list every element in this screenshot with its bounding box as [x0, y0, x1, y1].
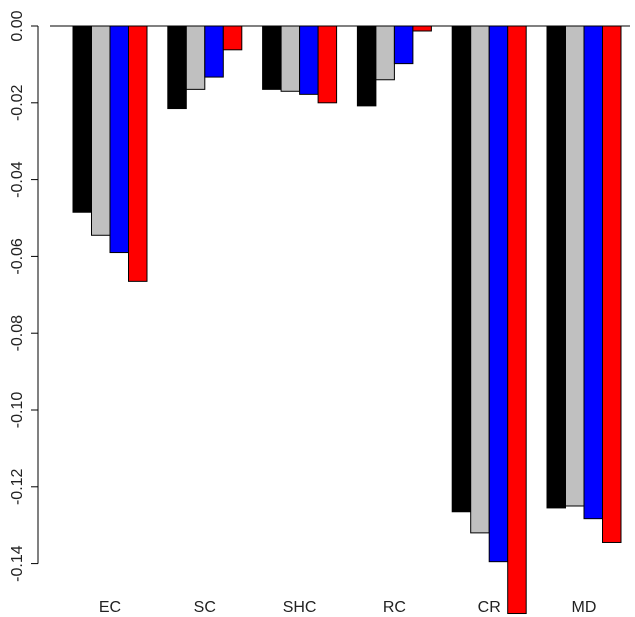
bar-ec-3 — [109, 25, 129, 254]
bar-md-1 — [546, 25, 566, 509]
y-tick-label: -0.14 — [9, 545, 26, 582]
y-tick-label: -0.08 — [9, 315, 26, 352]
y-tick-label: -0.12 — [9, 468, 26, 505]
y-tick-label: -0.10 — [9, 392, 26, 429]
bars — [72, 25, 622, 615]
category-label-ec: EC — [99, 599, 121, 616]
bar-shc-1 — [262, 25, 282, 90]
bar-cr-4 — [507, 25, 527, 615]
category-label-rc: RC — [383, 599, 406, 616]
bar-sc-3 — [204, 25, 224, 78]
y-tick-label: -0.02 — [9, 84, 26, 121]
bar-shc-4 — [317, 25, 338, 104]
bar-rc-2 — [375, 25, 395, 81]
category-label-shc: SHC — [283, 599, 317, 616]
category-label-cr: CR — [478, 599, 501, 616]
bar-ec-4 — [128, 25, 148, 282]
y-tick-label: -0.04 — [9, 161, 26, 198]
bar-shc-2 — [280, 25, 301, 92]
y-tick-label: -0.06 — [9, 238, 26, 275]
bar-ec-2 — [91, 25, 111, 236]
bar-md-2 — [565, 25, 585, 507]
y-axis: 0.00 -0.02 -0.04 -0.06 -0.08 -0.10 -0.12 -0.14 — [9, 10, 630, 582]
bar-sc-2 — [185, 25, 206, 90]
bar-sc-4 — [222, 25, 243, 51]
bar-cr-3 — [488, 25, 509, 563]
category-label-sc: SC — [194, 599, 216, 616]
bar-md-4 — [602, 25, 622, 543]
category-labels: EC SC SHC RC CR MD — [99, 599, 597, 616]
bar-md-3 — [583, 25, 603, 520]
bar-rc-4 — [412, 25, 432, 32]
bar-shc-3 — [299, 25, 319, 95]
bar-rc-1 — [356, 25, 377, 107]
y-tick-label: 0.00 — [9, 10, 26, 41]
category-label-md: MD — [572, 599, 597, 616]
bar-sc-1 — [167, 25, 187, 110]
bar-ec-1 — [72, 25, 92, 213]
bar-rc-3 — [393, 25, 414, 65]
bar-cr-2 — [470, 25, 490, 534]
bar-cr-1 — [451, 25, 472, 513]
